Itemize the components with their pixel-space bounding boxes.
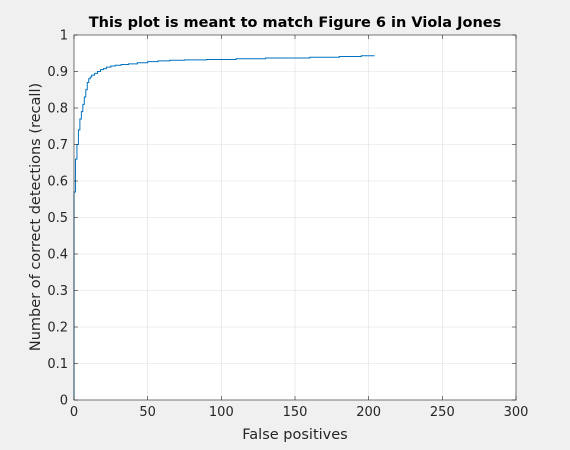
- y-tick-label: 0.1: [47, 357, 68, 372]
- y-tick-label: 0.6: [47, 175, 68, 190]
- x-tick-label: 50: [139, 405, 156, 420]
- y-tick-label: 0.7: [47, 138, 68, 153]
- y-tick-label: 0.3: [47, 284, 68, 299]
- x-tick-label: 300: [504, 405, 529, 420]
- y-tick-label: 0.5: [47, 211, 68, 226]
- series-group: [73, 55, 375, 400]
- y-tick-label: 0.4: [47, 248, 68, 263]
- y-tick-label: 0.2: [47, 321, 68, 336]
- x-axis-label: False positives: [242, 427, 347, 443]
- x-tick-label: 200: [356, 405, 381, 420]
- y-tick-label: 0: [60, 394, 68, 409]
- y-tick-label: 0.9: [47, 65, 68, 80]
- y-tick-label: 0.8: [47, 102, 68, 117]
- chart-title: This plot is meant to match Figure 6 in …: [89, 15, 502, 31]
- x-axis-ticks: 0 50 100 150 200 250 300: [70, 35, 529, 420]
- x-tick-label: 100: [209, 405, 234, 420]
- y-tick-label: 1: [60, 29, 68, 44]
- y-axis-label: Number of correct detections (recall): [28, 83, 44, 351]
- x-tick-label: 150: [283, 405, 308, 420]
- y-axis-ticks: 0 0.1 0.2 0.3 0.4 0.5 0.6 0.7 0.8 0.9 1: [47, 29, 516, 409]
- x-tick-label: 0: [70, 405, 78, 420]
- x-tick-label: 250: [430, 405, 455, 420]
- series-line: [73, 55, 375, 400]
